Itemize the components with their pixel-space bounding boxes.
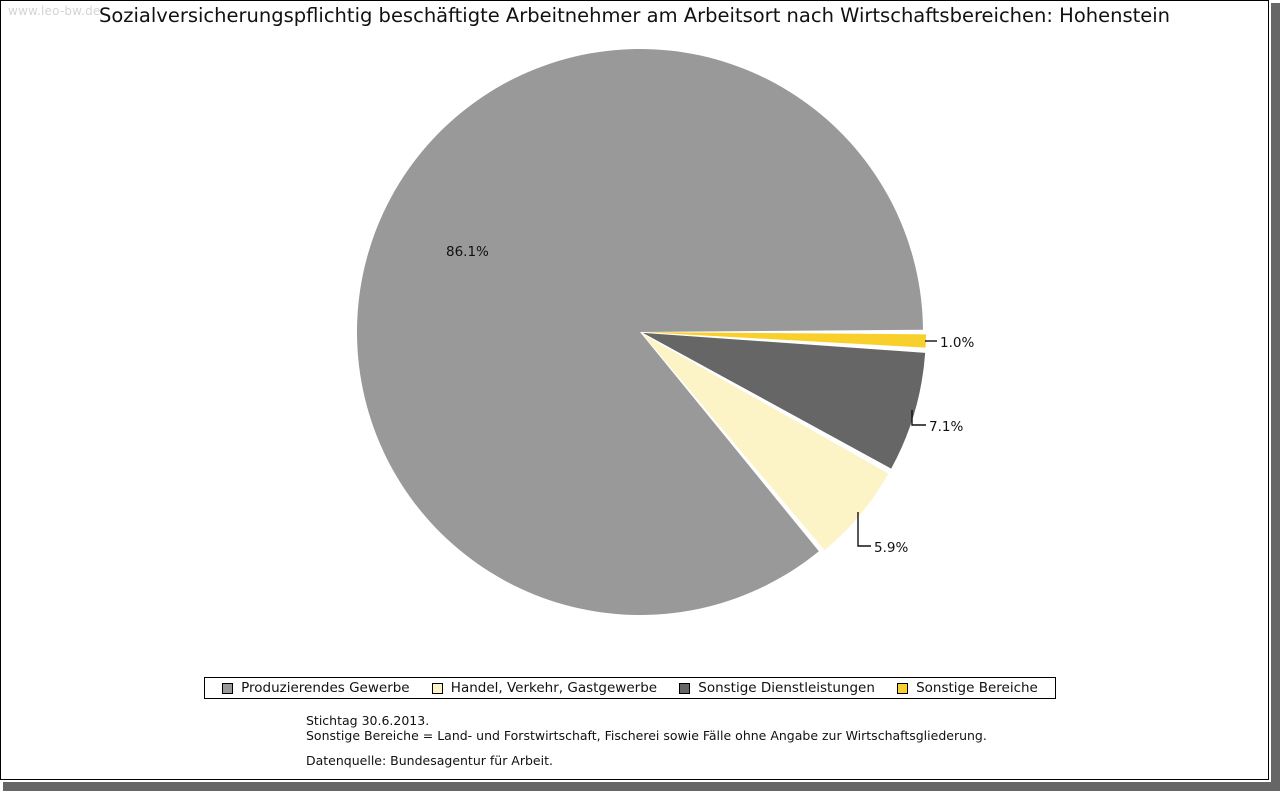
page-title: Sozialversicherungspflichtig beschäftigt… [98,4,1171,27]
data-label-main: 86.1% [446,244,489,260]
pie-leader-lines [857,340,937,547]
footnotes: Stichtag 30.6.2013. Sonstige Bereiche = … [306,713,987,768]
legend-swatch-icon [679,682,691,694]
pie-data-labels: 86.1% 1.0% 7.1% 5.9% [446,244,974,556]
footnote-source: Datenquelle: Bundesagentur für Arbeit. [306,753,553,768]
legend-swatch-icon [222,682,234,694]
data-label-yellow: 1.0% [940,335,974,351]
footnote-stichtag: Stichtag 30.6.2013. [306,713,430,728]
legend-item-sonstige-dienstleistungen[interactable]: Sonstige Dienstleistungen [679,680,875,696]
pie-slice-sonstige-bereiche[interactable] [642,332,926,348]
pie-slices [357,48,926,615]
data-label-dark: 7.1% [929,419,963,435]
legend-label: Sonstige Bereiche [916,680,1038,696]
pie-slice-produzierendes-gewerbe[interactable] [357,48,923,615]
watermark: www.leo-bw.de [8,4,101,18]
legend-item-produzierendes-gewerbe[interactable]: Produzierendes Gewerbe [222,680,410,696]
frame-shadow-bottom [3,782,1280,791]
legend-swatch-icon [431,682,443,694]
legend-label: Sonstige Dienstleistungen [698,680,875,696]
legend-label: Produzierendes Gewerbe [241,680,410,696]
leader-line-cream [857,512,871,547]
chart-legend: Produzierendes Gewerbe Handel, Verkehr, … [204,677,1056,699]
legend-item-sonstige-bereiche[interactable]: Sonstige Bereiche [897,680,1038,696]
pie-slice-handel-verkehr-gastgewerbe[interactable] [642,333,889,551]
footnote-spacer [306,743,987,753]
legend-item-handel-verkehr-gastgewerbe[interactable]: Handel, Verkehr, Gastgewerbe [431,680,658,696]
frame-shadow-right [1271,3,1280,791]
pie-slice-sonstige-dienstleistungen[interactable] [642,332,926,469]
data-label-cream: 5.9% [874,540,908,556]
legend-swatch-icon [897,682,909,694]
footnote-definition: Sonstige Bereiche = Land- und Forstwirts… [306,728,987,743]
legend-label: Handel, Verkehr, Gastgewerbe [450,680,658,696]
leader-line-dark [911,410,926,426]
